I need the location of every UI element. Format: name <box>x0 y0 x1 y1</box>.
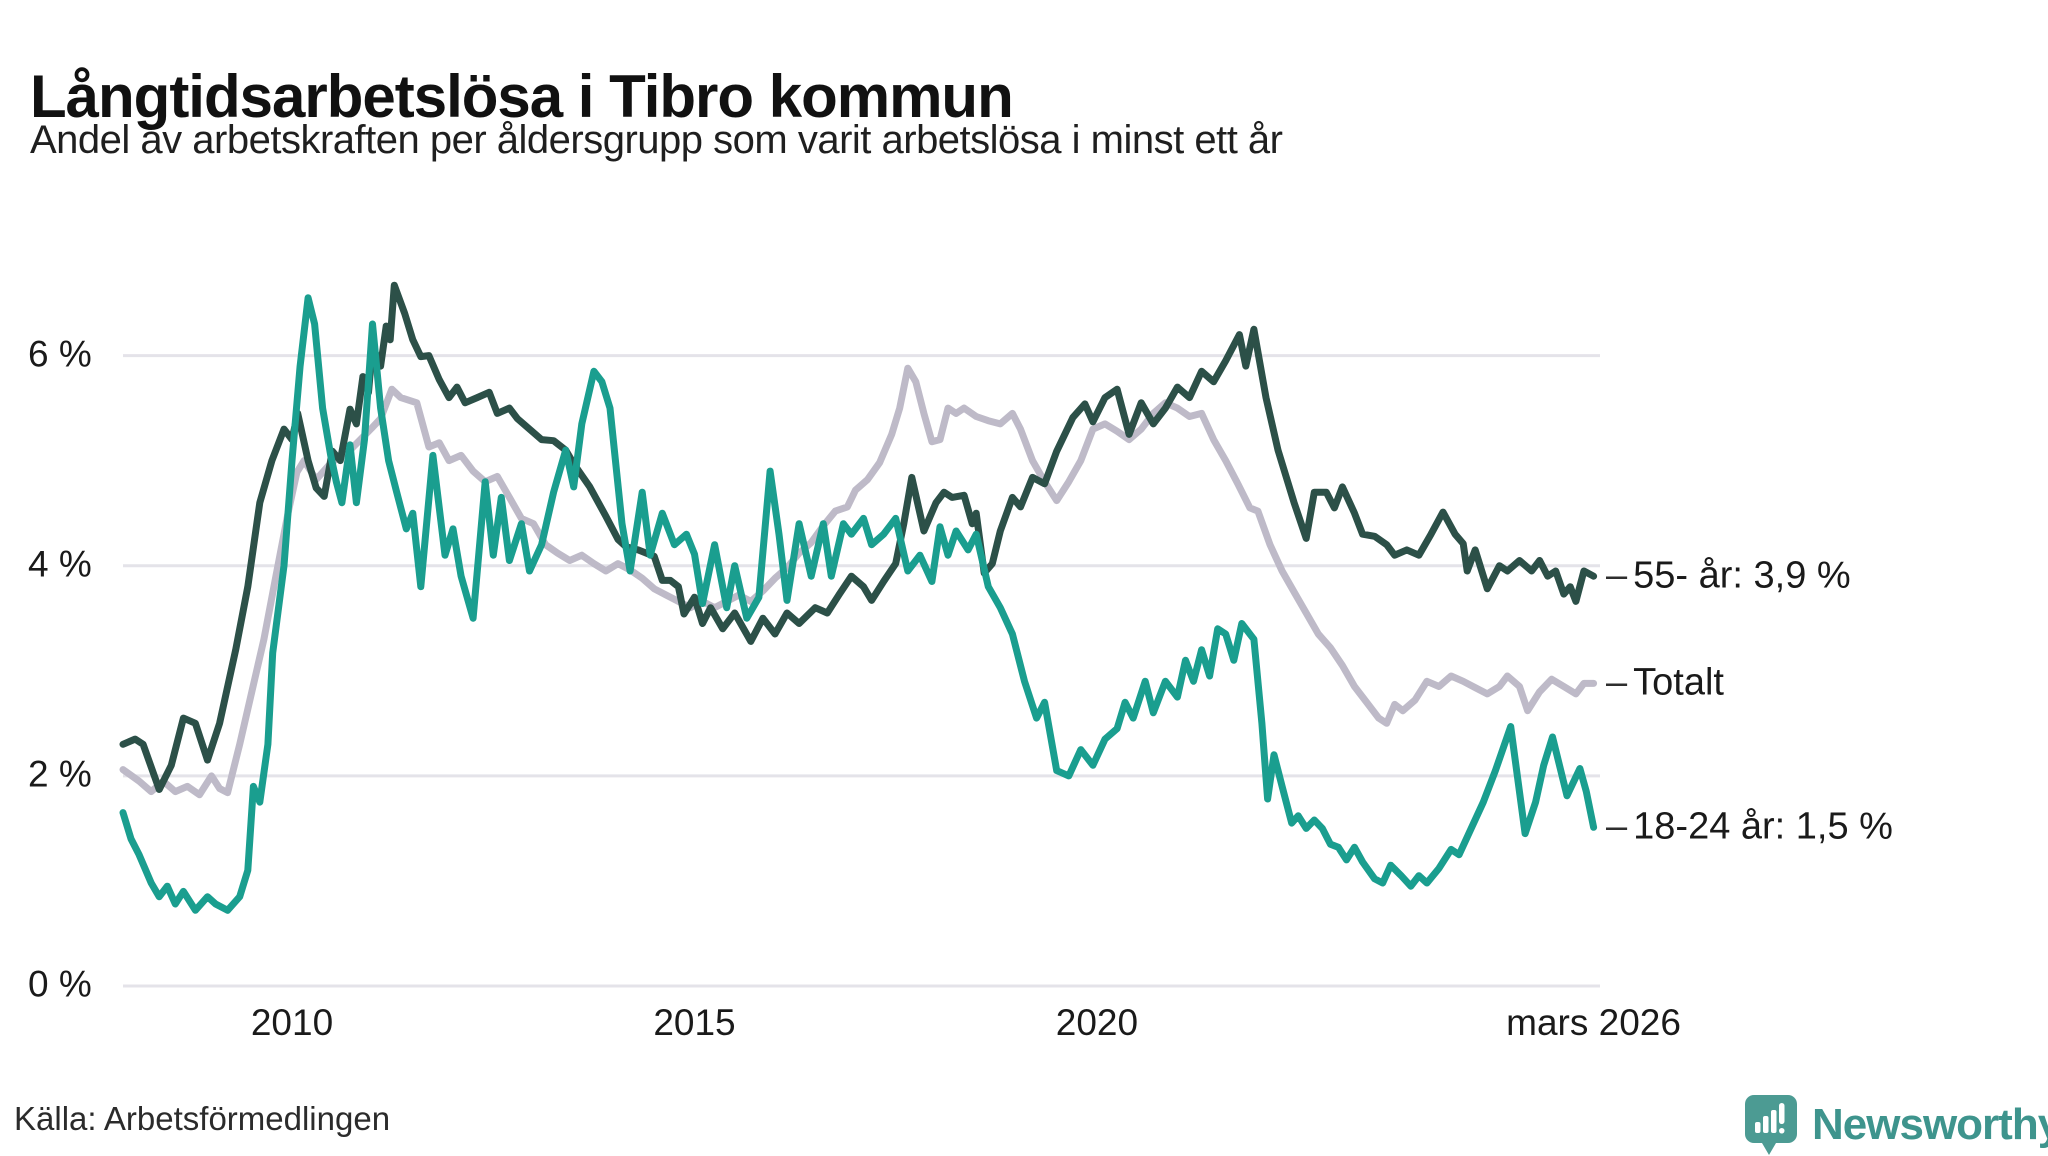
series-end-label-18-24-text: 18-24 år: 1,5 % <box>1633 805 1893 848</box>
series-line-18-24r <box>119 294 1598 914</box>
newsworthy-wordmark: Newsworthy <box>1812 1100 2048 1149</box>
x-tick-2010: 2010 <box>250 1002 334 1043</box>
series-end-label-55: –55- år: 3,9 % <box>1606 555 1851 598</box>
y-tick-4: 4 % <box>28 543 92 585</box>
series-end-label-totalt: – Totalt <box>1606 662 1724 705</box>
newsworthy-bubble-icon <box>1745 1095 1797 1155</box>
series-end-label-18-24: –18-24 år: 1,5 % <box>1606 806 1893 849</box>
x-tick-2020: 2020 <box>1055 1002 1139 1043</box>
page-subtitle: Andel av arbetskraften per åldersgrupp s… <box>30 118 1283 162</box>
source-note: Källa: Arbetsförmedlingen <box>14 1100 391 1137</box>
page-title: Långtidsarbetslösa i Tibro kommun <box>30 63 1014 131</box>
y-tick-2: 2 % <box>28 753 92 795</box>
series-end-label-totalt-text: Totalt <box>1633 661 1724 704</box>
x-tick-mars-2026: mars 2026 <box>1506 1002 1681 1043</box>
x-tick-2015: 2015 <box>653 1002 736 1043</box>
series-end-label-55-text: 55- år: 3,9 % <box>1633 554 1851 597</box>
label-connector: – <box>1606 661 1628 704</box>
y-tick-6: 6 % <box>28 332 92 374</box>
label-connector: – <box>1606 805 1628 848</box>
label-connector: – <box>1606 554 1628 597</box>
newsworthy-logo-link[interactable]: Newsworthy <box>1744 1094 2048 1156</box>
y-tick-0: 0 % <box>28 963 92 1005</box>
